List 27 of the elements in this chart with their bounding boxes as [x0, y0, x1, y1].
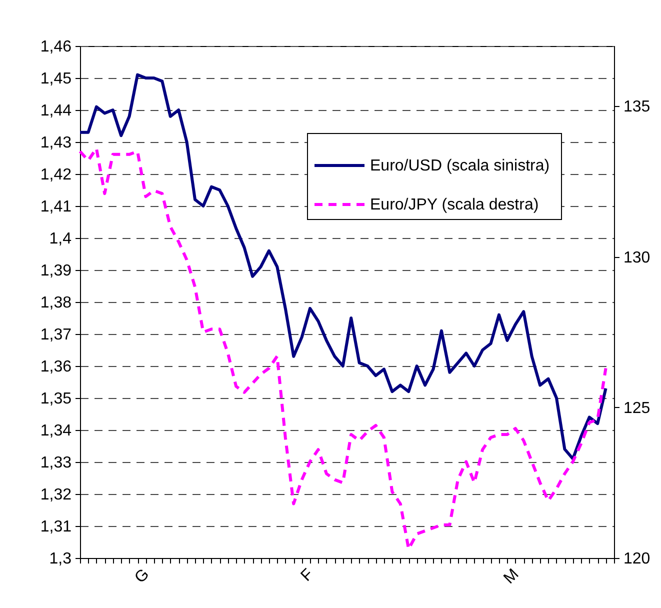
y-tick-label: 1,46 — [40, 38, 72, 56]
y-tick-label: 1,36 — [40, 358, 72, 376]
y-tick-label: 1,41 — [40, 198, 72, 216]
line-series — [78, 73, 608, 460]
y-tick-label: 1,34 — [40, 422, 72, 440]
y-tick-label: 1,31 — [40, 518, 72, 536]
y2-tick-label: 135 — [624, 98, 650, 116]
y-tick-label: 1,43 — [40, 134, 72, 152]
y-tick-label: 1,3 — [49, 550, 72, 568]
y2-tick-label: 125 — [624, 400, 650, 417]
legend-label: Euro/JPY (scala destra) — [370, 196, 539, 214]
y-tick-label: 1,42 — [40, 166, 72, 184]
y-tick-label: 1,37 — [40, 326, 72, 344]
x-tick-label: G — [132, 566, 153, 587]
y-tick-label: 1,38 — [40, 294, 72, 312]
y-tick-label: 1,4 — [49, 230, 72, 248]
y-tick-label: 1,39 — [40, 262, 72, 280]
x-tick-label: M — [500, 566, 522, 588]
x-tick-label: F — [298, 566, 318, 585]
y-tick-label: 1,33 — [40, 454, 72, 472]
legend-label: Euro/USD (scala sinistra) — [370, 158, 550, 174]
y-tick-label: 1,44 — [40, 102, 72, 120]
y2-tick-label: 120 — [624, 550, 650, 568]
y2-tick-label: 130 — [624, 249, 650, 266]
y-tick-label: 1,32 — [40, 486, 72, 504]
y-tick-label: 1,35 — [40, 390, 72, 408]
y-tick-label: 1,45 — [40, 70, 72, 88]
